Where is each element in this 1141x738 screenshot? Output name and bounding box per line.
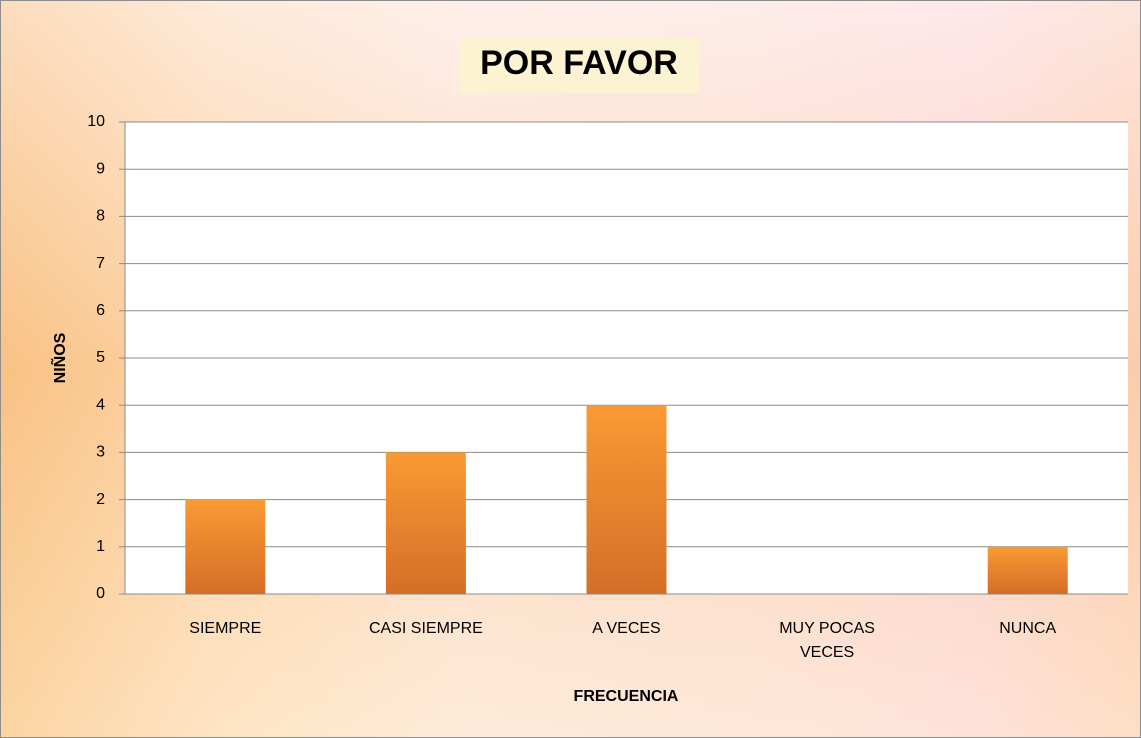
y-axis-title: NIÑOS bbox=[49, 332, 69, 383]
x-axis-title: FRECUENCIA bbox=[574, 688, 679, 705]
title-box bbox=[460, 38, 699, 93]
x-tick-label: MUY POCAS VECES bbox=[779, 620, 875, 661]
y-tick-label: 6 bbox=[96, 302, 105, 319]
chart-title: POR FAVOR bbox=[480, 44, 678, 82]
y-tick-label: 5 bbox=[96, 349, 105, 366]
y-tick-label: 8 bbox=[96, 208, 105, 225]
y-tick-label: 2 bbox=[96, 491, 105, 508]
y-tick-label: 7 bbox=[96, 255, 105, 272]
y-tick-label: 1 bbox=[96, 538, 105, 555]
y-tick-label: 0 bbox=[96, 585, 105, 602]
bar bbox=[987, 546, 1068, 594]
y-tick-label: 4 bbox=[96, 396, 105, 413]
y-tick-label: 9 bbox=[96, 160, 105, 177]
bar bbox=[385, 452, 466, 594]
y-tick-label: 3 bbox=[96, 444, 105, 461]
bar bbox=[185, 499, 266, 594]
x-tick-label: NUNCA bbox=[999, 620, 1057, 637]
x-tick-label: CASI SIEMPRE bbox=[368, 620, 483, 637]
y-tick-label: 10 bbox=[87, 113, 105, 130]
bar bbox=[586, 405, 667, 594]
x-tick-label: SIEMPRE bbox=[189, 620, 262, 637]
x-tick-label: A VECES bbox=[592, 620, 661, 637]
